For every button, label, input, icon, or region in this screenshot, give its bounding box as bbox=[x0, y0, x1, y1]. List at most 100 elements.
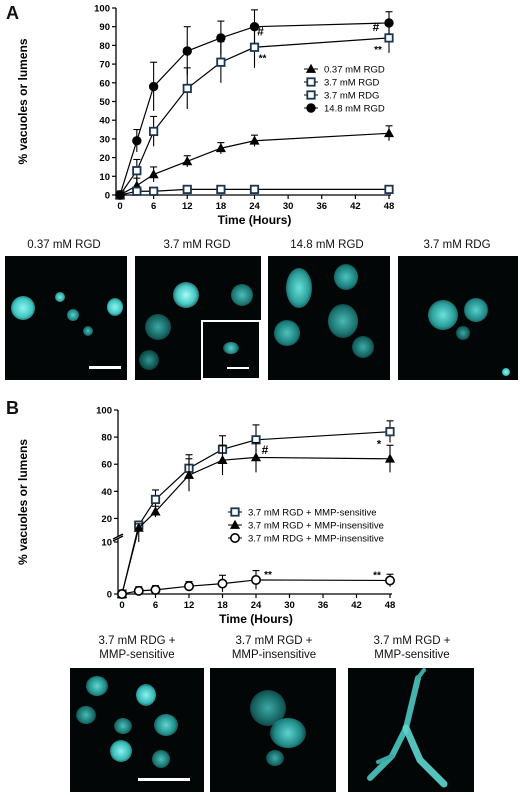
data-point bbox=[133, 522, 144, 532]
x-tick-label: 0 bbox=[117, 201, 122, 212]
x-tick-label: 42 bbox=[350, 201, 361, 212]
data-point bbox=[384, 453, 396, 463]
y-tick-label: 10 bbox=[99, 172, 110, 183]
legend-label: 3.7 mM RGD bbox=[324, 78, 380, 89]
cell bbox=[55, 292, 65, 302]
axis-break-mark bbox=[112, 533, 124, 540]
significance-annotation: ** bbox=[259, 53, 267, 64]
micrograph-inset bbox=[201, 320, 261, 380]
data-point bbox=[250, 452, 262, 462]
data-point bbox=[149, 186, 159, 196]
cell bbox=[334, 264, 358, 290]
cell bbox=[107, 298, 123, 316]
image-b3-label: 3.7 mM RGD + MMP-sensitive bbox=[346, 634, 478, 662]
data-point bbox=[133, 585, 144, 596]
x-axis-label: Time (Hours) bbox=[218, 213, 292, 227]
image-b2-label-line2: MMP-insensitive bbox=[231, 649, 317, 661]
cell bbox=[502, 368, 510, 376]
image-a4-label: 3.7 mM RDG bbox=[423, 239, 491, 251]
significance-annotation: # bbox=[373, 20, 380, 34]
cell bbox=[286, 268, 312, 308]
cell bbox=[145, 314, 171, 340]
y-tick-label: 90 bbox=[99, 22, 110, 33]
data-point bbox=[216, 184, 226, 194]
data-point bbox=[383, 128, 395, 138]
scale-bar bbox=[89, 366, 121, 369]
cell bbox=[76, 706, 96, 724]
data-point bbox=[249, 184, 260, 194]
legend-marker bbox=[229, 519, 241, 529]
panel-a-letter: A bbox=[6, 3, 19, 23]
y-tick-label: 40 bbox=[101, 487, 112, 498]
cell bbox=[154, 714, 178, 736]
cell bbox=[352, 336, 374, 358]
cell bbox=[464, 298, 488, 322]
y-tick-label: 100 bbox=[96, 406, 112, 417]
data-point bbox=[182, 83, 192, 94]
cell bbox=[328, 304, 358, 338]
significance-annotation: ** bbox=[373, 570, 381, 581]
chart-b: 0 10 20 40 60 80 100 0 6 12 18 24 30 36 42 48 Time (Hour… bbox=[16, 406, 396, 627]
significance-annotation: # bbox=[257, 24, 264, 38]
y-tick-label: 60 bbox=[99, 78, 110, 89]
legend-marker bbox=[230, 507, 240, 517]
x-tick-label: 18 bbox=[217, 600, 228, 611]
x-tick-label: 24 bbox=[251, 600, 262, 611]
x-tick-label: 36 bbox=[316, 201, 327, 212]
x-tick-label: 18 bbox=[216, 201, 227, 212]
image-b3-label-line1: 3.7 mM RGD + bbox=[373, 635, 451, 647]
x-tick-label: 36 bbox=[318, 600, 329, 611]
image-b1-label-line2: MMP-sensitive bbox=[99, 649, 175, 661]
y-axis-label: % vacuoles or lumens bbox=[16, 439, 30, 565]
data-point bbox=[132, 136, 142, 146]
legend-marker bbox=[306, 77, 316, 87]
y-tick-label: 0 bbox=[107, 590, 112, 601]
cell bbox=[456, 326, 470, 340]
y-tick-label: 0 bbox=[105, 191, 110, 202]
cell bbox=[266, 750, 284, 766]
y-tick-label: 50 bbox=[99, 97, 110, 108]
inset-scale-bar bbox=[227, 367, 249, 369]
data-point bbox=[217, 578, 228, 589]
data-point bbox=[385, 427, 395, 437]
y-tick-label: 30 bbox=[99, 134, 110, 145]
data-point bbox=[132, 166, 142, 176]
cell bbox=[428, 300, 458, 330]
image-b3-label-line2: MMP-sensitive bbox=[374, 649, 450, 661]
data-point bbox=[215, 143, 226, 153]
x-tick-label: 6 bbox=[153, 600, 158, 611]
data-point bbox=[132, 186, 142, 196]
data-point bbox=[182, 46, 192, 56]
y-tick-label: 20 bbox=[101, 514, 112, 525]
image-a1-label: 0.37 mM RGD bbox=[27, 239, 101, 251]
data-point bbox=[182, 156, 193, 166]
legend-label: 0.37 mM RGD bbox=[324, 65, 385, 76]
data-point bbox=[384, 18, 394, 28]
data-point bbox=[150, 494, 161, 505]
image-b1-label: 3.7 mM RDG + MMP-sensitive bbox=[70, 634, 204, 662]
data-point bbox=[216, 57, 226, 67]
data-point bbox=[149, 126, 159, 137]
chart-a: 0 10 20 30 40 50 60 70 80 90 100 0 6 12 18 24 30 36 42 48 Ti… bbox=[16, 4, 395, 228]
cell bbox=[83, 326, 93, 336]
lumen-structure bbox=[367, 668, 448, 788]
y-tick-label: 100 bbox=[94, 4, 110, 15]
x-tick-label: 30 bbox=[284, 600, 295, 611]
cell bbox=[11, 296, 35, 320]
cell bbox=[114, 718, 132, 734]
data-point bbox=[115, 190, 125, 200]
significance-annotation: ** bbox=[264, 570, 272, 581]
panel-b-letter: B bbox=[6, 398, 19, 418]
axis-break-mark bbox=[112, 535, 124, 542]
image-b2-label: 3.7 mM RGD + MMP-insensitive bbox=[208, 634, 340, 662]
data-point bbox=[216, 33, 226, 43]
x-tick-label: 24 bbox=[249, 201, 260, 212]
x-tick-label: 30 bbox=[283, 201, 294, 212]
x-tick-label: 48 bbox=[385, 600, 396, 611]
x-tick-label: 42 bbox=[351, 600, 362, 611]
significance-annotation: # bbox=[262, 443, 269, 457]
x-axis-label: Time (Hours) bbox=[219, 612, 293, 626]
micrograph-a2 bbox=[135, 256, 261, 380]
cell bbox=[223, 342, 239, 354]
cell bbox=[270, 718, 306, 748]
